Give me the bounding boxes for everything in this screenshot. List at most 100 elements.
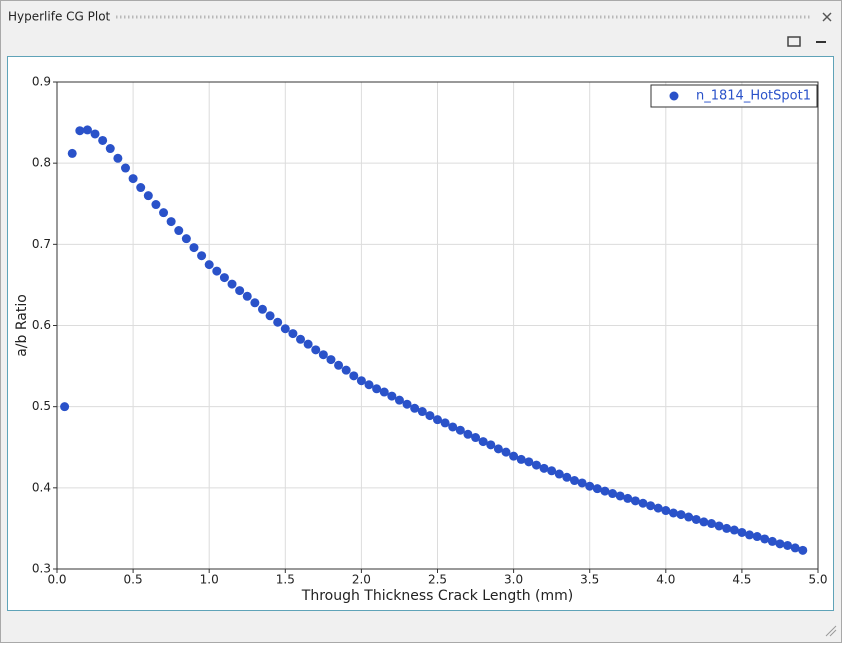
y-tick-label: 0.8 (32, 156, 51, 170)
point (668, 508, 678, 518)
point (790, 543, 800, 553)
point (592, 484, 602, 494)
point (387, 391, 397, 401)
point (82, 125, 92, 135)
point (113, 153, 123, 163)
point (273, 317, 283, 327)
point (303, 339, 313, 349)
legend-box (650, 84, 818, 108)
point (90, 129, 100, 139)
x-axis-label: Through Thickness Crack Length (mm) (301, 588, 573, 604)
point (623, 493, 633, 503)
point (646, 501, 656, 511)
point (562, 472, 572, 482)
point (410, 403, 420, 413)
point (250, 298, 260, 308)
x-tick-label: 2.0 (352, 573, 371, 587)
point (235, 286, 245, 296)
point (364, 380, 374, 390)
legend-label: n_1814_HotSpot1 (696, 89, 811, 104)
point (166, 217, 176, 227)
point (714, 521, 724, 531)
point (478, 437, 488, 447)
point (547, 466, 557, 476)
point (684, 512, 694, 522)
x-tick-label: 0.5 (124, 573, 143, 587)
point (615, 491, 625, 501)
point (493, 444, 503, 454)
point (425, 411, 435, 421)
point (585, 481, 595, 491)
point (356, 376, 366, 386)
point (729, 525, 739, 535)
point (524, 457, 534, 467)
point (486, 440, 496, 450)
point (737, 527, 747, 537)
point (783, 540, 793, 550)
point (577, 478, 587, 488)
point (722, 523, 732, 533)
point (501, 447, 511, 457)
point (798, 545, 808, 555)
point (600, 486, 610, 496)
plot-area (56, 81, 819, 570)
legend: n_1814_HotSpot1 (650, 84, 818, 108)
x-tick-label: 4.5 (732, 573, 751, 587)
point (143, 191, 153, 201)
point (128, 174, 138, 184)
point (676, 510, 686, 520)
plot: 0.0 0.5 1.0 1.5 2.0 2.5 3.0 3.5 4.0 4.5 5.0 0.3 0.4 0… (14, 75, 828, 605)
fit-button[interactable] (787, 36, 801, 47)
point (752, 532, 762, 542)
y-tick-label: 0.6 (32, 318, 51, 332)
point (120, 163, 130, 173)
point (394, 395, 404, 405)
point (349, 371, 359, 381)
point (630, 496, 640, 506)
point (296, 334, 306, 344)
point (204, 260, 214, 270)
point (318, 350, 328, 360)
x-tick-label: 1.5 (276, 573, 295, 587)
point (311, 345, 321, 355)
point (433, 415, 442, 425)
close-button[interactable] (822, 12, 832, 22)
point (212, 266, 222, 276)
y-tick-label: 0.4 (32, 480, 51, 494)
point (653, 503, 663, 513)
point (67, 148, 77, 158)
point (326, 355, 336, 365)
point (288, 329, 298, 339)
point (509, 451, 519, 461)
x-tick-label: 3.0 (504, 573, 523, 587)
x-tick-label: 1.0 (200, 573, 219, 587)
point (105, 144, 115, 154)
point (699, 517, 709, 527)
x-tick-label: 0.0 (47, 573, 66, 587)
point (569, 476, 579, 486)
point (775, 539, 785, 549)
point (159, 208, 169, 218)
point (334, 360, 344, 370)
window-title: Hyperlife CG Plot (8, 10, 111, 24)
x-tick-label: 5.0 (808, 573, 827, 587)
resize-grip (825, 625, 837, 637)
y-tick-label: 0.5 (32, 399, 51, 413)
point (219, 273, 229, 283)
point (227, 279, 237, 289)
point (455, 425, 465, 435)
y-tick-label: 0.3 (32, 562, 51, 576)
x-tick-label: 4.0 (656, 573, 675, 587)
point (75, 126, 85, 136)
point (189, 243, 199, 253)
point (341, 365, 351, 375)
point (767, 536, 777, 546)
y-axis-label: a/b Ratio (14, 294, 30, 357)
legend-marker (669, 91, 679, 101)
point (151, 200, 161, 210)
point (242, 291, 252, 301)
point (402, 399, 412, 409)
point (638, 498, 648, 508)
